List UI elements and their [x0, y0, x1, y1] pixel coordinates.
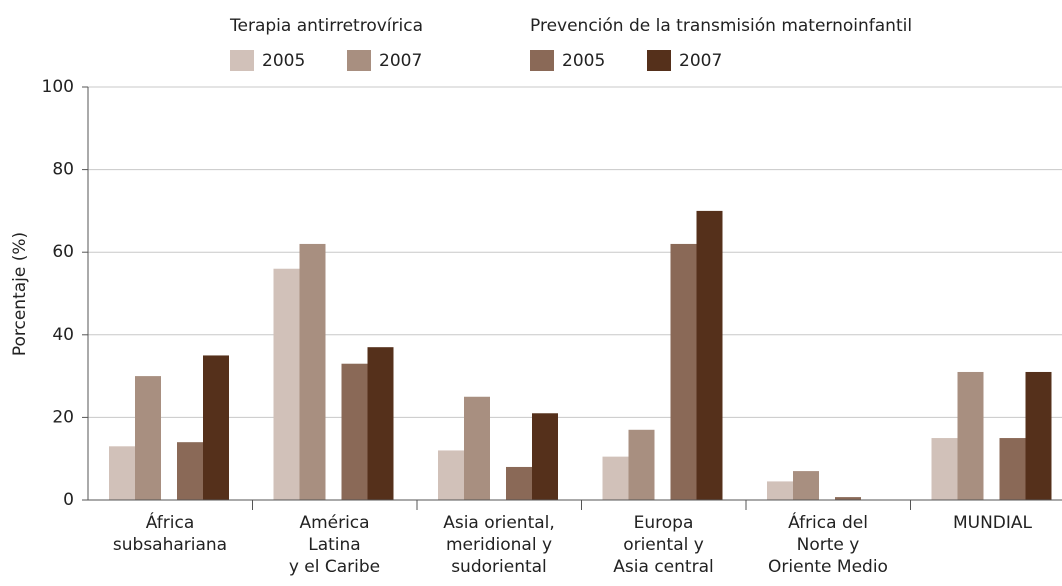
bar [135, 376, 161, 500]
x-tick-label: Europa oriental y Asia central [613, 513, 714, 577]
bar [793, 471, 819, 500]
bar [696, 210, 723, 500]
bar [957, 371, 984, 500]
bar [835, 497, 861, 500]
x-tick-label: Asia oriental, meridional y sudoriental [443, 513, 555, 577]
legend-title: Terapia antirretrovírica [229, 16, 423, 36]
y-tick-label: 20 [52, 407, 74, 427]
bar [464, 396, 490, 500]
x-tick-label: África del Norte y Oriente Medio [768, 513, 888, 577]
legend-swatch [230, 50, 254, 71]
y-tick-label: 100 [42, 77, 74, 97]
x-tick-label: MUNDIAL [952, 513, 1033, 533]
bar [628, 429, 655, 500]
legend-title: Prevención de la transmisión maternoinfa… [530, 16, 912, 36]
x-tick-label: América Latina y el Caribe [288, 513, 381, 577]
bar [532, 413, 558, 500]
bar [931, 438, 958, 500]
legend-swatch [647, 50, 671, 71]
bar [299, 243, 326, 500]
legend-label: 2007 [379, 51, 422, 71]
y-tick-label: 60 [52, 242, 74, 262]
legend-swatch [347, 50, 371, 71]
x-tick-label: África subsahariana [112, 513, 228, 555]
bar [1025, 371, 1052, 500]
y-tick-label: 40 [52, 325, 74, 345]
legend-label: 2007 [679, 51, 722, 71]
y-tick-label: 80 [52, 160, 74, 180]
bar [999, 438, 1026, 500]
y-tick-label: 0 [63, 490, 74, 510]
bar [367, 347, 394, 500]
bar [767, 481, 793, 500]
bar [341, 363, 368, 500]
bar [203, 355, 229, 500]
y-axis-label: Porcentaje (%) [10, 232, 30, 356]
bar [438, 450, 464, 500]
legend-label: 2005 [562, 51, 605, 71]
bar [506, 466, 532, 500]
bar [109, 446, 135, 500]
bar [670, 243, 697, 500]
bar [177, 442, 203, 500]
legend-swatch [530, 50, 554, 71]
legend-label: 2005 [262, 51, 305, 71]
bar [602, 456, 629, 500]
bar [273, 268, 300, 500]
